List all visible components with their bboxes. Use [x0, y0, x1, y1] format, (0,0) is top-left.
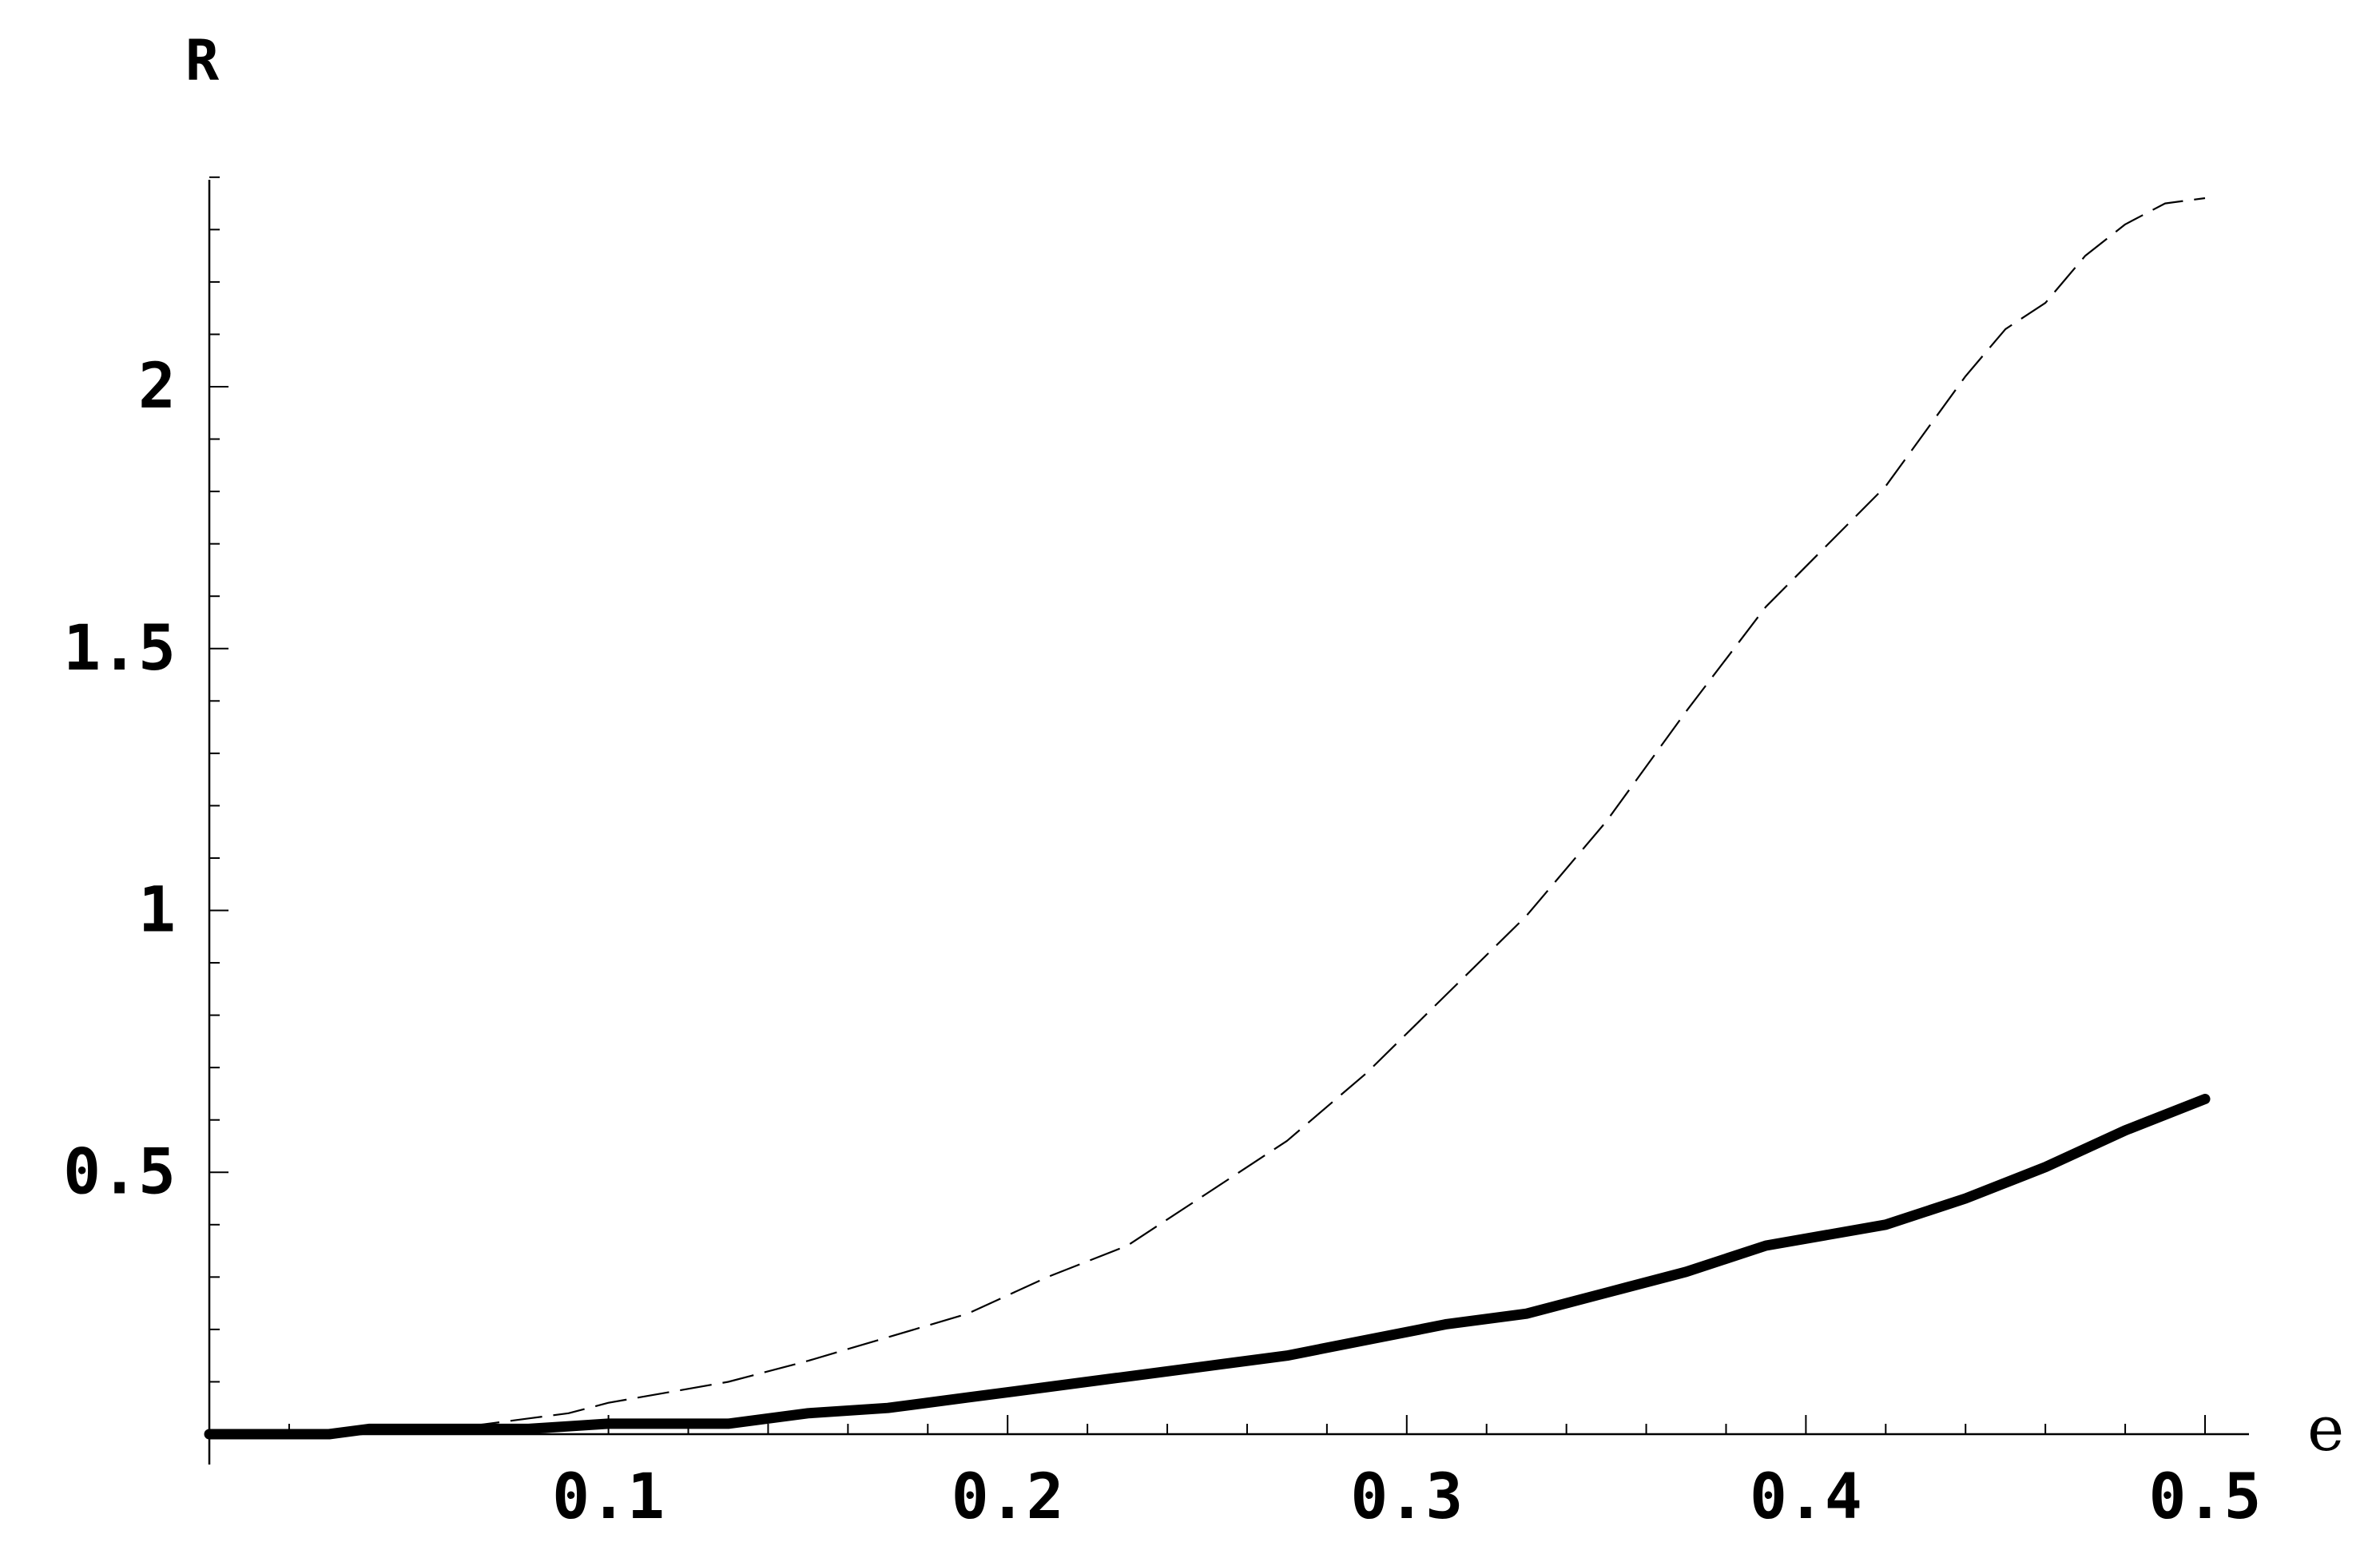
x-tick-label: 0.3 — [1350, 1461, 1463, 1533]
y-axis-title: R — [185, 28, 220, 93]
x-tick-label: 0.2 — [952, 1461, 1064, 1533]
x-tick-label: 0.1 — [552, 1461, 665, 1533]
x-tick-label: 0.4 — [1750, 1461, 1862, 1533]
axes — [208, 180, 2249, 1465]
y-tick-label: 1.5 — [63, 613, 176, 685]
x-tick-label: 0.5 — [2149, 1461, 2262, 1533]
ticks — [209, 176, 2206, 1434]
y-tick-label: 1 — [138, 875, 176, 947]
y-tick-label: 0.5 — [63, 1136, 176, 1208]
x-axis-title: e — [2307, 1393, 2344, 1465]
y-tick-label: 2 — [138, 351, 176, 423]
series-line-solid — [204, 1094, 2211, 1440]
tick-labels: 0.1 0.2 0.3 0.4 0.5 0.5 1 1.5 2 — [63, 351, 2261, 1533]
series-layer — [204, 197, 2211, 1440]
series-line-dashed — [209, 197, 2206, 1436]
